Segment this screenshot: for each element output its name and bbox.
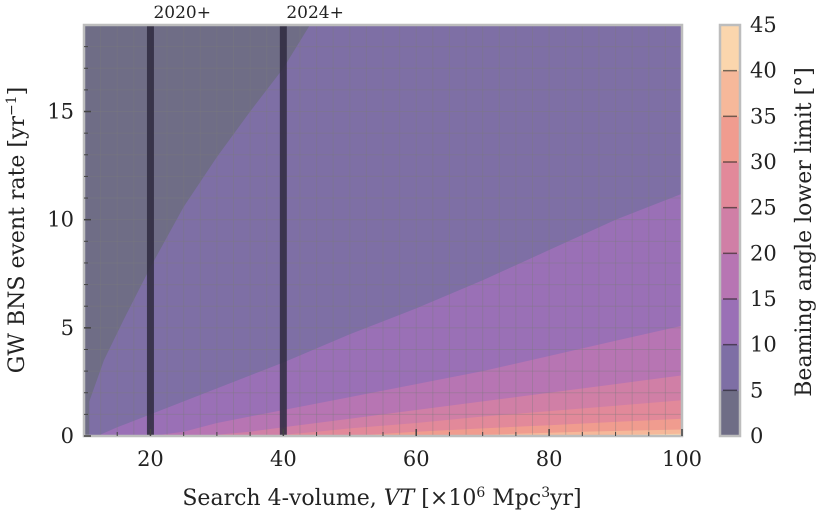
- x-tick-label: 20: [137, 447, 164, 471]
- y-axis-label: GW BNS event rate [yr−1]: [4, 87, 30, 373]
- colorbar-tick-label: 40: [750, 59, 777, 83]
- colorbar-tick-label: 45: [750, 13, 777, 37]
- colorbar-segment: [720, 344, 740, 391]
- x-tick-label: 60: [403, 447, 430, 471]
- x-tick-label: 100: [662, 447, 702, 471]
- y-tick-label: 15: [47, 100, 74, 124]
- colorbar-segment: [720, 207, 740, 254]
- colorbar-tick-label: 5: [750, 378, 763, 402]
- colorbar-segment: [720, 25, 740, 72]
- x-axis-label: Search 4-volume, VT [×106 Mpc3yr]: [182, 485, 581, 511]
- annotation-lines: 2020+ 2024+: [146, 3, 344, 436]
- y-tick-label: 10: [47, 208, 74, 232]
- annotation-label-1: 2024+: [286, 3, 344, 23]
- colorbar-tick-label: 15: [750, 287, 777, 311]
- colorbar-segment: [720, 162, 740, 209]
- y-tick-label: 5: [61, 316, 74, 340]
- colorbar-tick-label: 35: [750, 104, 777, 128]
- colorbar-frame: [718, 23, 742, 438]
- x-tick-label: 80: [536, 447, 563, 471]
- x-tick-label: 40: [270, 447, 297, 471]
- plot-area: [84, 25, 682, 436]
- y-tick-label: 0: [61, 424, 74, 448]
- colorbar-tick-label: 10: [750, 333, 777, 357]
- grid-lines: [84, 25, 682, 436]
- colorbar-segment: [720, 299, 740, 346]
- colorbar-tick-label: 25: [750, 196, 777, 220]
- colorbar-segment: [720, 70, 740, 117]
- annotation-label-0: 2020+: [153, 3, 211, 23]
- x-ticks: 20 40 60 80 100: [116, 429, 702, 471]
- colorbar-segment: [720, 253, 740, 300]
- colorbar-segment: [720, 116, 740, 163]
- y-ticks: 0 5 10 15: [47, 46, 91, 448]
- colorbar-label: Beaming angle lower limit [°]: [792, 67, 817, 396]
- colorbar-segment: [720, 390, 740, 437]
- colorbar-tick-label: 20: [750, 241, 777, 265]
- colorbar-tick-label: 0: [750, 424, 763, 448]
- colorbar: 0 5 10 15 20 25 30 35 40 45: [718, 13, 777, 448]
- colorbar-tick-label: 30: [750, 150, 777, 174]
- contour-band-35: [449, 429, 682, 436]
